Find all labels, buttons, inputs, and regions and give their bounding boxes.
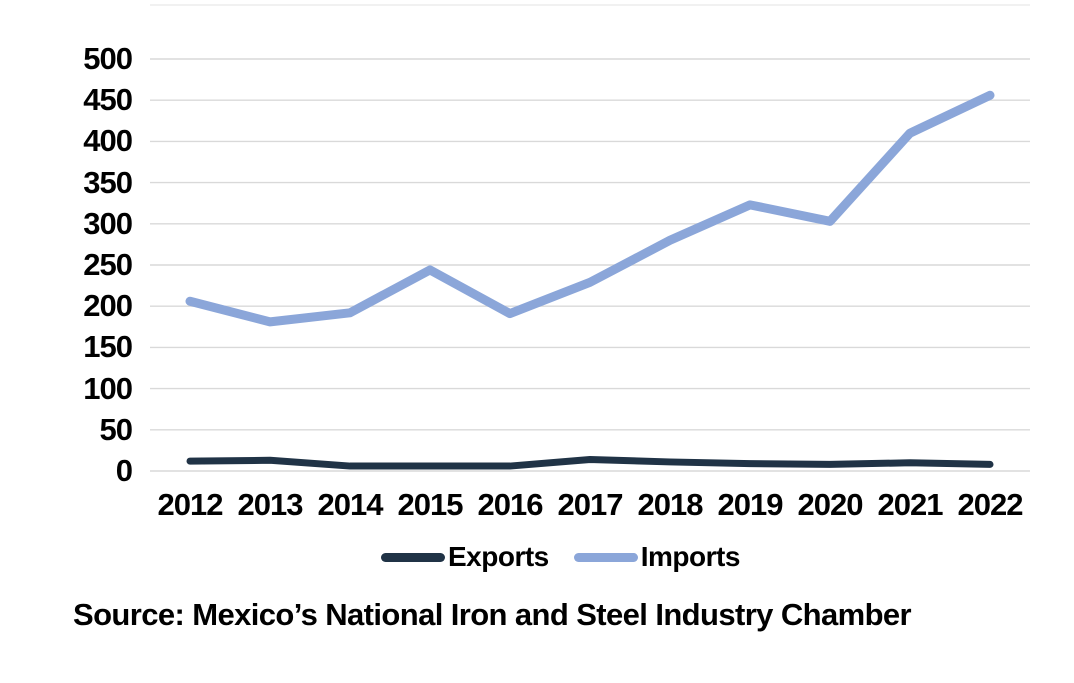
- legend-swatch: [381, 552, 445, 562]
- x-tick-label: 2020: [797, 487, 864, 522]
- x-tick-label: 2022: [957, 487, 1024, 522]
- y-tick-label: 150: [83, 329, 133, 365]
- y-tick-label: 300: [83, 205, 133, 241]
- y-tick-label: 100: [83, 370, 133, 406]
- legend-swatch: [573, 552, 638, 562]
- x-tick-label: 2019: [717, 487, 784, 522]
- y-tick-label: 50: [99, 411, 133, 447]
- source-note: Source: Mexico’s National Iron and Steel…: [73, 597, 912, 632]
- y-tick-label: 250: [83, 247, 133, 282]
- legend-label: Exports: [448, 541, 549, 572]
- x-tick-label: 2013: [237, 487, 304, 522]
- x-tick-label: 2018: [637, 487, 704, 522]
- series-line-imports: [185, 90, 995, 327]
- y-tick-label: 500: [83, 41, 133, 76]
- x-tick-label: 2017: [557, 487, 624, 522]
- chart-legend: Exports Imports: [381, 541, 740, 573]
- series-line-exports: [186, 455, 994, 470]
- x-tick-label: 2016: [477, 487, 544, 522]
- legend-label: Imports: [640, 541, 741, 572]
- y-tick-label: 450: [83, 82, 133, 118]
- x-tick-label: 2015: [397, 487, 464, 522]
- legend-item-imports: Imports: [573, 541, 741, 573]
- x-tick-label: 2014: [317, 487, 384, 522]
- x-tick-label: 2012: [157, 487, 224, 522]
- x-tick-label: 2021: [877, 487, 944, 522]
- y-tick-label: 0: [115, 453, 133, 488]
- y-tick-label: 400: [83, 123, 133, 159]
- y-tick-label: 350: [83, 164, 133, 200]
- legend-item-exports: Exports: [381, 541, 549, 573]
- y-tick-label: 200: [83, 288, 133, 324]
